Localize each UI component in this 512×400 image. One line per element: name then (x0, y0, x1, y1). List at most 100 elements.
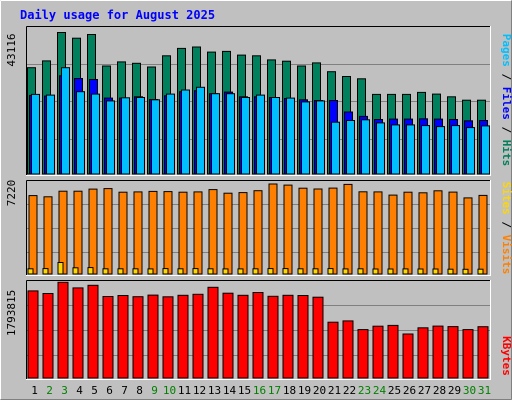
bar-kbytes-day-4 (72, 287, 84, 379)
bar-pages-day-27 (421, 125, 430, 175)
x-tick-label: 31 (478, 384, 491, 397)
bar-kbytes-day-28 (432, 325, 444, 379)
bar-visits-day-10 (163, 191, 173, 275)
bar-visits-day-24 (373, 191, 383, 275)
bar-pages-day-4 (76, 91, 85, 175)
bar-visits-day-13 (208, 189, 218, 275)
bar-pages-day-11 (181, 89, 190, 175)
legend-separator: / (500, 120, 512, 140)
bar-pages-day-19 (301, 101, 310, 175)
bar-pages-day-28 (436, 126, 445, 175)
bar-kbytes-day-14 (222, 292, 234, 379)
bar-pages-day-16 (256, 94, 265, 175)
bar-pages-day-9 (151, 99, 160, 175)
scale-label-visits-sites: 7220 (5, 180, 18, 207)
bar-visits-day-9 (148, 190, 158, 275)
bar-visits-day-11 (178, 191, 188, 275)
bar-kbytes-day-22 (342, 320, 354, 379)
bar-kbytes-day-2 (42, 293, 54, 379)
scale-label-kbytes: 1793815 (5, 290, 18, 336)
bar-sites-day-17 (267, 268, 274, 275)
x-tick-label: 16 (253, 384, 266, 397)
bar-sites-day-9 (147, 268, 154, 275)
bar-sites-day-1 (27, 268, 34, 275)
x-tick-label: 9 (151, 384, 158, 397)
bar-sites-day-28 (432, 268, 439, 275)
x-tick-label: 13 (208, 384, 221, 397)
x-tick-label: 21 (328, 384, 341, 397)
x-tick-label: 27 (418, 384, 431, 397)
bar-sites-day-16 (252, 268, 259, 275)
bar-sites-day-10 (162, 268, 169, 275)
bar-kbytes-day-12 (192, 293, 204, 379)
bar-sites-day-23 (357, 268, 364, 275)
bar-sites-day-18 (282, 268, 289, 275)
bar-kbytes-day-21 (327, 321, 339, 379)
bar-kbytes-day-27 (417, 327, 429, 379)
scale-label-hits-files-pages: 43116 (5, 33, 18, 66)
bar-kbytes-day-13 (207, 286, 219, 379)
bar-sites-day-27 (417, 268, 424, 275)
bar-visits-day-3 (58, 190, 68, 275)
bar-pages-day-14 (226, 93, 235, 175)
bar-kbytes-day-5 (87, 284, 99, 379)
bar-sites-day-4 (72, 267, 79, 275)
bar-sites-day-21 (327, 268, 334, 275)
bar-kbytes-day-30 (462, 329, 474, 379)
bar-pages-day-24 (376, 122, 385, 175)
bar-kbytes-day-3 (57, 281, 69, 379)
x-tick-label: 18 (283, 384, 296, 397)
bar-visits-day-21 (328, 187, 338, 275)
bar-pages-day-7 (121, 97, 130, 175)
bar-kbytes-day-25 (387, 324, 399, 379)
chart-title: Daily usage for August 2025 (20, 8, 215, 22)
bar-pages-day-1 (31, 93, 40, 175)
x-tick-label: 29 (448, 384, 461, 397)
bar-sites-day-14 (222, 268, 229, 275)
x-tick-label: 5 (91, 384, 98, 397)
bar-kbytes-day-15 (237, 294, 249, 379)
x-tick-label: 14 (223, 384, 237, 397)
x-tick-label: 28 (433, 384, 446, 397)
legend-item-visits: Visits (500, 235, 512, 275)
bar-sites-day-13 (207, 268, 214, 275)
legend-item-sites: Sites (500, 182, 512, 215)
bar-visits-day-5 (88, 188, 98, 275)
bar-sites-day-11 (177, 268, 184, 275)
bar-kbytes-day-19 (297, 295, 309, 379)
bar-kbytes-day-29 (447, 326, 459, 379)
bar-visits-day-7 (118, 191, 128, 275)
bar-visits-day-16 (253, 190, 263, 275)
bar-pages-day-12 (196, 86, 205, 175)
x-tick-label: 11 (178, 384, 191, 397)
x-tick-label: 22 (343, 384, 356, 397)
bar-pages-day-30 (466, 127, 475, 175)
x-tick-label: 8 (136, 384, 143, 397)
x-tick-label: 10 (163, 384, 176, 397)
bar-kbytes-day-8 (132, 296, 144, 379)
bar-kbytes-day-7 (117, 295, 129, 379)
legend-kbytes: KBytes (500, 336, 512, 376)
bar-kbytes-day-17 (267, 295, 279, 379)
bar-visits-day-19 (298, 187, 308, 275)
bar-sites-day-12 (192, 268, 199, 275)
bar-kbytes-day-31 (477, 326, 489, 379)
bar-visits-day-29 (448, 191, 458, 275)
x-tick-label: 17 (268, 384, 281, 397)
bar-visits-day-14 (223, 192, 233, 275)
legend-visits-sites: Sites / Visits (500, 182, 512, 275)
x-tick-label: 23 (358, 384, 371, 397)
bar-kbytes-day-24 (372, 325, 384, 379)
bar-sites-day-8 (132, 268, 139, 275)
x-tick-label: 7 (121, 384, 128, 397)
bar-pages-day-8 (136, 97, 145, 175)
bar-sites-day-6 (102, 268, 109, 275)
bar-visits-day-4 (73, 190, 83, 275)
x-tick-label: 30 (463, 384, 476, 397)
x-tick-label: 4 (76, 384, 83, 397)
bar-pages-day-18 (286, 97, 295, 175)
bar-sites-day-5 (87, 267, 94, 275)
bar-sites-day-19 (297, 268, 304, 275)
bar-visits-day-20 (313, 188, 323, 275)
